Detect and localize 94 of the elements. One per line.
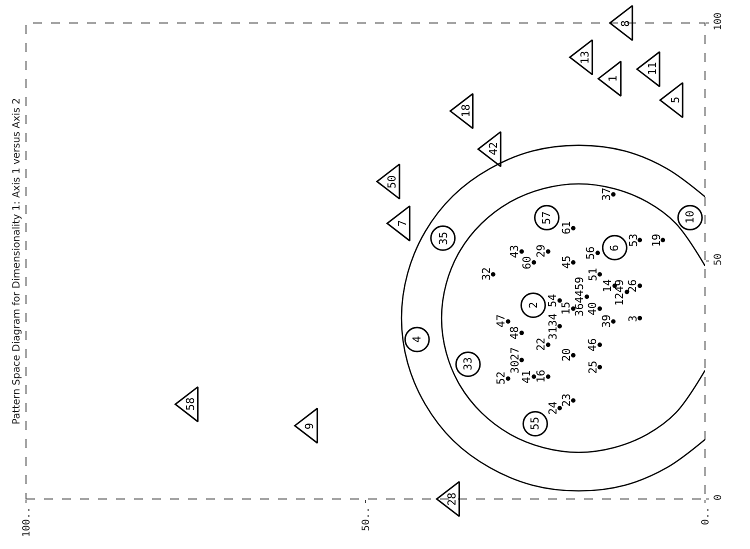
annotation: 24 bbox=[546, 401, 560, 415]
annotation: 43 bbox=[508, 244, 522, 258]
annotation: 37 bbox=[600, 187, 613, 201]
annotation: 5 bbox=[669, 96, 682, 104]
annotation: 2 bbox=[526, 302, 540, 308]
annotation: 7 bbox=[396, 220, 409, 227]
point bbox=[404, 326, 430, 352]
annotation: 54 bbox=[546, 294, 560, 308]
annotation: 10 bbox=[683, 210, 696, 224]
point bbox=[506, 376, 510, 381]
annotation: 9 bbox=[303, 422, 316, 430]
annotation: 33 bbox=[462, 357, 475, 370]
annotation: 61 bbox=[560, 221, 574, 234]
annotation: 29 bbox=[534, 244, 548, 258]
x-tick-label: 50.. bbox=[360, 507, 372, 532]
point bbox=[557, 324, 562, 328]
annotation: 16 bbox=[534, 370, 548, 383]
annotation: 6 bbox=[608, 244, 622, 252]
annotation: 46 bbox=[586, 338, 599, 352]
point bbox=[557, 298, 562, 303]
annotation: 60 bbox=[520, 256, 534, 270]
annotation: 42 bbox=[487, 142, 500, 156]
point bbox=[638, 316, 642, 320]
annotation: 39 bbox=[600, 314, 613, 328]
point bbox=[546, 249, 550, 254]
annotation: 35 bbox=[436, 232, 450, 246]
point bbox=[598, 364, 602, 370]
annotation: 18 bbox=[459, 104, 472, 118]
annotation: 3 bbox=[626, 315, 640, 322]
annotation: 1 bbox=[606, 75, 620, 82]
point bbox=[611, 192, 616, 197]
point bbox=[595, 250, 600, 256]
point bbox=[532, 374, 536, 379]
annotation: 4 bbox=[410, 336, 424, 343]
annotation: 20 bbox=[560, 348, 574, 362]
point bbox=[546, 374, 550, 379]
annotation: 53 bbox=[626, 234, 640, 247]
annotation: 52 bbox=[494, 371, 508, 385]
annotation: 25 bbox=[586, 360, 600, 374]
point bbox=[584, 294, 590, 299]
point bbox=[598, 272, 602, 277]
point bbox=[571, 353, 576, 358]
annotation: 57 bbox=[540, 211, 554, 224]
annotation: 26 bbox=[626, 279, 640, 293]
annotation: 13 bbox=[578, 50, 592, 64]
point bbox=[519, 330, 524, 336]
point bbox=[519, 249, 524, 254]
annotation: 40 bbox=[586, 302, 600, 316]
annotation: 55 bbox=[528, 416, 542, 430]
point bbox=[506, 319, 510, 324]
y-tick-label: 0 bbox=[713, 494, 724, 501]
annotation: 50 bbox=[385, 175, 398, 188]
annotation: 41 bbox=[520, 370, 534, 384]
annotation: 45 bbox=[560, 255, 573, 269]
annotation: 58 bbox=[184, 397, 198, 411]
point bbox=[611, 319, 616, 324]
line-series bbox=[440, 183, 705, 453]
annotation: 28 bbox=[446, 492, 459, 506]
x-tick-label: 0.. bbox=[700, 507, 712, 526]
annotation: 32 bbox=[480, 267, 493, 280]
annotation: 47 bbox=[494, 314, 508, 328]
point bbox=[557, 406, 562, 410]
y-tick-label: 50 bbox=[713, 253, 724, 266]
x-tick-label: 100.. bbox=[21, 507, 32, 538]
point bbox=[602, 234, 628, 260]
text: Pattern Space Diagram for Dimensionality 1: Axis 1 versus Axis 2 bbox=[12, 98, 23, 425]
annotation: 1249 bbox=[612, 279, 626, 306]
annotation: 364459 bbox=[573, 276, 586, 317]
point bbox=[598, 342, 602, 348]
point bbox=[546, 342, 550, 348]
annotation: 3134 bbox=[546, 313, 560, 340]
point bbox=[520, 292, 546, 318]
annotation: 51 bbox=[586, 268, 600, 282]
annotation: 23 bbox=[560, 393, 573, 407]
annotation: 15 bbox=[560, 302, 573, 315]
annotation: 19 bbox=[650, 234, 663, 247]
point bbox=[638, 284, 642, 288]
annotation: 3027 bbox=[508, 347, 522, 374]
point bbox=[571, 226, 576, 230]
point bbox=[532, 260, 536, 265]
annotation: 8 bbox=[618, 20, 632, 27]
point bbox=[571, 398, 576, 403]
annotation: 22 bbox=[534, 338, 548, 351]
point bbox=[490, 272, 496, 277]
y-tick-label: 100 bbox=[713, 12, 724, 31]
point bbox=[660, 238, 666, 242]
annotation: 11 bbox=[646, 62, 659, 76]
annotation: 56 bbox=[584, 246, 597, 260]
annotation: 48 bbox=[508, 326, 521, 340]
point bbox=[638, 238, 642, 242]
annotation: 14 bbox=[600, 278, 614, 292]
point bbox=[598, 306, 602, 311]
point bbox=[571, 260, 576, 265]
point bbox=[519, 358, 524, 362]
